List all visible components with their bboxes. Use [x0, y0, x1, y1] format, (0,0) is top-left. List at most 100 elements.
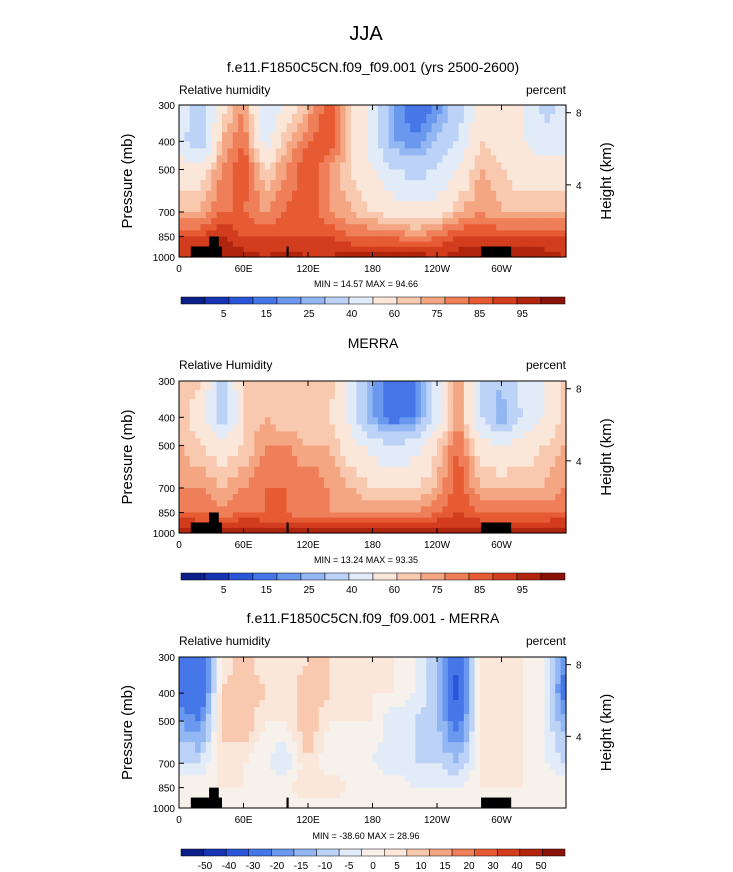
- contour-cell: [232, 241, 239, 248]
- y-tick-label: 850: [158, 784, 175, 795]
- contour-cell: [281, 456, 288, 468]
- contour-cell: [517, 251, 524, 258]
- contour-cell: [539, 792, 546, 799]
- contour-cell: [404, 742, 411, 754]
- contour-cell: [539, 512, 546, 519]
- contour-cell: [528, 666, 535, 676]
- contour-cell: [523, 731, 529, 743]
- contour-cell: [383, 431, 390, 440]
- contour-cell: [560, 693, 567, 701]
- contour-cell: [420, 236, 427, 243]
- contour-cell: [356, 787, 363, 794]
- contour-cell: [383, 230, 390, 238]
- contour-cell: [377, 752, 384, 764]
- contour-cell: [361, 155, 368, 164]
- contour-cell: [308, 105, 314, 115]
- contour-cell: [351, 707, 357, 715]
- contour-cell: [361, 408, 368, 418]
- contour-cell: [549, 417, 556, 425]
- contour-cell: [533, 155, 540, 164]
- contour-cell: [297, 792, 304, 799]
- contour-cell: [517, 477, 524, 489]
- contour-cell: [394, 155, 400, 164]
- contour-cell: [501, 487, 508, 495]
- contour-cell: [361, 381, 368, 391]
- contour-cell: [308, 417, 314, 425]
- contour-cell: [480, 787, 486, 794]
- contour-cell: [555, 700, 562, 708]
- contour-cell: [469, 731, 476, 743]
- contour-cell: [367, 218, 374, 225]
- contour-cell: [404, 241, 411, 248]
- contour-cell: [506, 105, 513, 115]
- contour-cell: [318, 769, 325, 777]
- contour-cell: [533, 500, 540, 507]
- contour-cell: [458, 487, 465, 495]
- colorbar-swatch: [444, 296, 470, 305]
- contour-cell: [361, 251, 368, 258]
- contour-cell: [474, 666, 481, 676]
- contour-cell: [458, 763, 465, 770]
- contour-cell: [216, 714, 223, 722]
- contour-cell: [195, 477, 202, 489]
- contour-cell: [533, 506, 540, 514]
- contour-cell: [324, 769, 331, 777]
- contour-cell: [297, 684, 304, 694]
- contour-cell: [227, 431, 234, 440]
- contour-cell: [506, 445, 513, 457]
- contour-cell: [308, 456, 314, 468]
- contour-cell: [200, 123, 207, 133]
- contour-cell: [383, 675, 390, 685]
- contour-cell: [211, 763, 218, 770]
- contour-cell: [286, 123, 293, 133]
- contour-cell: [453, 487, 460, 495]
- contour-cell: [329, 190, 336, 202]
- contour-cell: [506, 381, 513, 391]
- contour-cell: [437, 527, 443, 534]
- contour-cell: [286, 381, 293, 391]
- contour-cell: [329, 456, 336, 468]
- x-tick-label: 120W: [424, 264, 451, 275]
- contour-cell: [324, 224, 331, 231]
- contour-cell: [238, 155, 245, 164]
- contour-cell: [394, 456, 400, 468]
- colorbar-swatch: [293, 848, 317, 857]
- contour-cell: [372, 797, 379, 804]
- contour-cell: [259, 466, 266, 478]
- contour-cell: [345, 381, 352, 391]
- contour-cell: [286, 236, 293, 243]
- contour-cell: [388, 241, 395, 248]
- contour-cell: [270, 241, 277, 248]
- contour-cell: [480, 731, 486, 743]
- contour-cell: [431, 522, 438, 529]
- contour-cell: [340, 141, 347, 149]
- contour-cell: [447, 763, 454, 770]
- contour-cell: [447, 390, 454, 400]
- contour-cell: [340, 241, 347, 248]
- contour-cell: [539, 797, 546, 804]
- contour-cell: [442, 512, 449, 519]
- contour-cell: [399, 802, 406, 809]
- contour-cell: [437, 517, 443, 524]
- contour-cell: [281, 148, 288, 156]
- contour-cell: [270, 802, 277, 809]
- contour-cell: [313, 700, 320, 708]
- contour-cell: [404, 141, 411, 149]
- contour-cell: [431, 775, 438, 783]
- colorbar-label: 85: [474, 585, 486, 596]
- contour-cell: [367, 105, 374, 115]
- x-tick-label: 60E: [235, 815, 253, 826]
- contour-cell: [179, 769, 185, 777]
- contour-cell: [442, 527, 449, 534]
- contour-cell: [334, 218, 341, 225]
- contour-cell: [259, 246, 266, 253]
- contour-cell: [415, 522, 422, 529]
- contour-cell: [275, 408, 282, 418]
- contour-cell: [523, 797, 529, 804]
- contour-cell: [189, 700, 196, 708]
- contour-cell: [222, 169, 228, 181]
- contour-cell: [248, 487, 255, 495]
- contour-cell: [485, 218, 492, 225]
- contour-cell: [265, 714, 271, 722]
- contour-cell: [555, 456, 562, 468]
